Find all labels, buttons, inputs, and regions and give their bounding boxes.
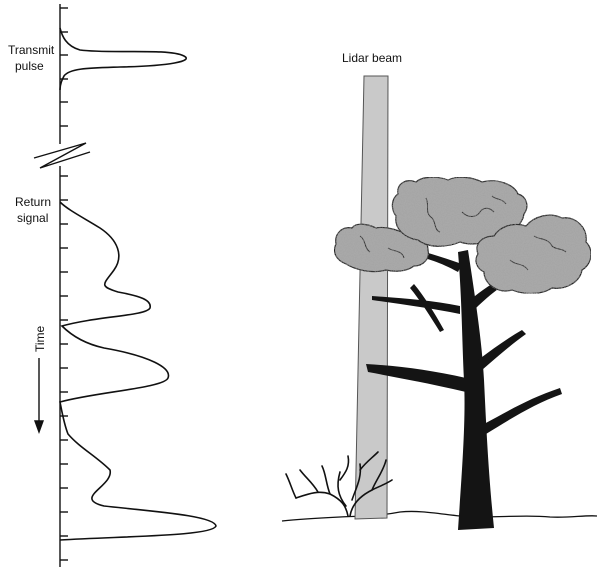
canopy-center (391, 176, 528, 247)
axis-break-icon (33, 142, 91, 169)
lidar-beam (354, 75, 389, 520)
arrow-down-icon (34, 358, 44, 435)
transmit-pulse-curve (59, 27, 187, 91)
tick-marks-upper (60, 7, 68, 127)
time-axis-label: Time (33, 325, 47, 352)
tree-canopy (333, 176, 592, 295)
transmit-pulse-label-line1: Transmit (8, 43, 55, 57)
return-signal-curve (59, 201, 217, 541)
lidar-beam-label: Lidar beam (342, 51, 402, 65)
return-signal-label-line2: signal (17, 211, 48, 225)
tree-trunk (366, 250, 562, 530)
ground-line (281, 510, 597, 522)
tick-marks-lower (60, 175, 68, 561)
transmit-pulse-label-line2: pulse (15, 59, 44, 73)
canopy-left (333, 223, 429, 273)
waveform-panel (33, 4, 217, 567)
return-signal-label-line1: Return (15, 195, 51, 209)
canopy-right (475, 214, 592, 295)
shrub (285, 451, 393, 517)
